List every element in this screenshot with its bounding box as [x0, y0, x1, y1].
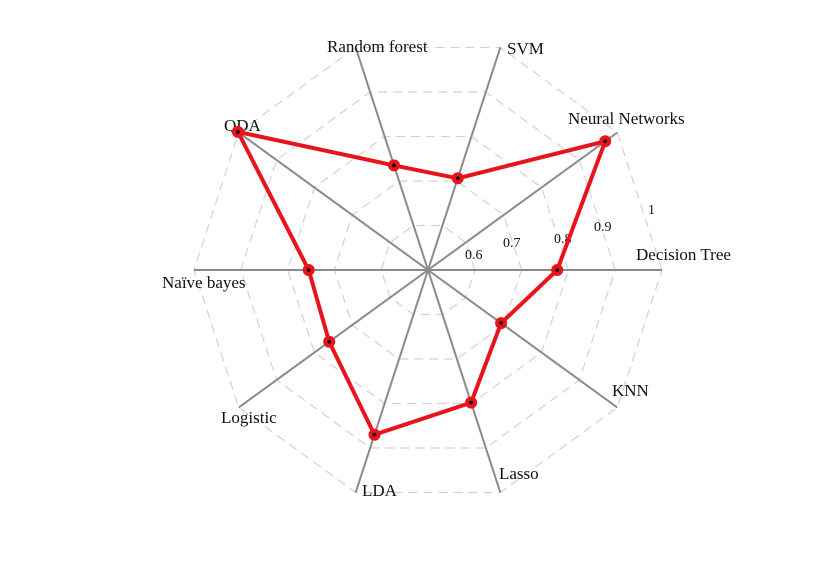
category-label-lda: LDA	[362, 481, 398, 500]
axis-line-3	[427, 47, 502, 271]
tick-label-0.6: 0.6	[465, 248, 483, 263]
data-point-core	[236, 130, 240, 134]
category-label-logistic: Logistic	[221, 408, 277, 427]
axis-line-2	[427, 131, 618, 271]
tick-label-1: 1	[648, 203, 655, 218]
axis-line-5	[238, 131, 429, 271]
category-label-lasso: Lasso	[499, 464, 539, 483]
data-point-core	[306, 268, 311, 272]
radial-tick-labels: 0.60.7 0.80.91	[465, 203, 655, 263]
category-labels: Decision Tree Neural Networks SVM Random fo…	[162, 37, 731, 500]
grid-ring-3	[286, 135, 570, 405]
series-line-1	[234, 129, 609, 438]
grid-ring-1	[380, 224, 476, 316]
category-label-decision-tree: Decision Tree	[636, 245, 731, 264]
tick-label-0.9: 0.9	[594, 220, 612, 235]
data-point-core	[603, 139, 607, 144]
series	[231, 125, 612, 441]
axis-line-4	[354, 47, 429, 271]
tick-label-0.7: 0.7	[503, 236, 521, 251]
axis-line-10	[427, 269, 618, 409]
category-label-random-forest: Random forest	[327, 37, 428, 56]
category-label-neural-networks: Neural Networks	[568, 109, 685, 128]
data-point-core	[392, 163, 396, 168]
axis-line-8	[354, 269, 429, 493]
category-label-svm: SVM	[507, 39, 544, 58]
data-point-core	[372, 432, 377, 437]
data-point-core	[456, 176, 460, 181]
data-point-core	[327, 340, 332, 344]
data-point-core	[499, 321, 503, 325]
category-label-knn: KNN	[612, 381, 649, 400]
axis-line-9	[427, 269, 502, 493]
category-label-na-ve-bayes: Naïve bayes	[162, 273, 246, 292]
data-point-core	[469, 400, 473, 405]
data-point-core	[555, 268, 559, 272]
